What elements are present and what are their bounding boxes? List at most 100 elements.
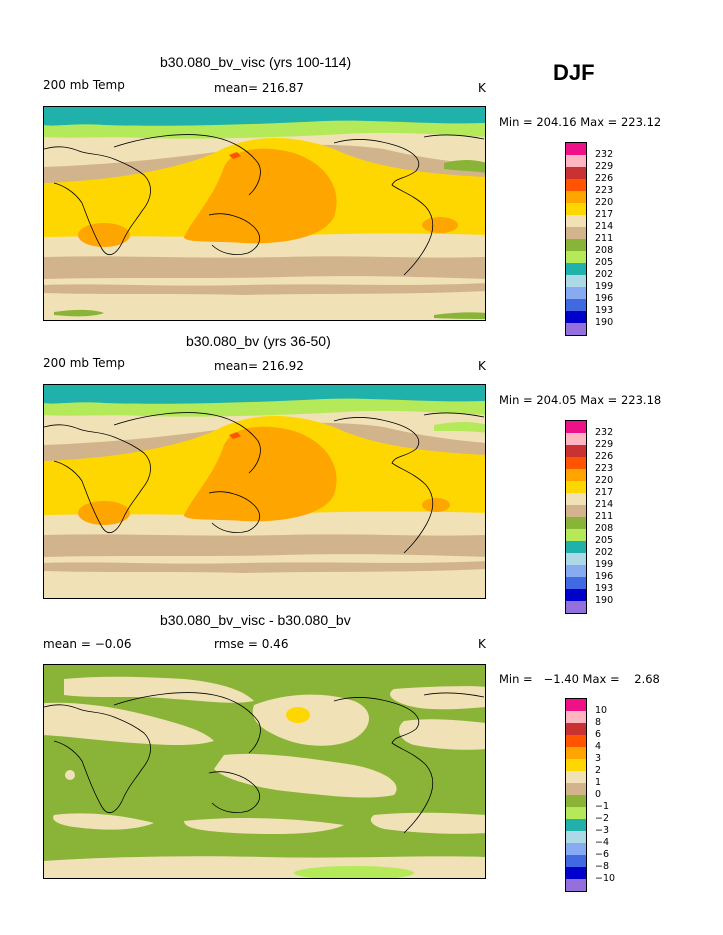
legend-label: 196 (595, 571, 614, 582)
legend-label: −1 (595, 801, 610, 812)
colorbar-2-box (566, 433, 586, 445)
colorbar-2-box (566, 505, 586, 517)
colorbar-1-box (566, 215, 586, 227)
colorbar-2-box (566, 493, 586, 505)
colorbar-2-box (566, 445, 586, 457)
legend-label: 8 (595, 717, 602, 728)
wheat-region (214, 753, 397, 798)
colorbar-3-box (566, 771, 586, 783)
legend-label: −10 (595, 873, 616, 884)
polar-band-teal (44, 107, 485, 126)
legend-label: 208 (595, 523, 614, 534)
legend-label: 199 (595, 281, 614, 292)
wheat-region (64, 676, 254, 703)
colorbar-3-box (566, 783, 586, 795)
colorbar-2-box (566, 457, 586, 469)
wheat-region (390, 686, 485, 710)
warm-spot-america (422, 498, 450, 512)
colorbar-2-box (566, 541, 586, 553)
panel-3-units-label: K (478, 637, 486, 651)
colorbar-2-box (566, 421, 586, 433)
legend-label: 202 (595, 547, 614, 558)
legend-label: 226 (595, 173, 614, 184)
colorbar-3-box (566, 831, 586, 843)
colorbar-1-box (566, 155, 586, 167)
legend-label: 232 (595, 427, 614, 438)
colorbar-1-box (566, 323, 586, 335)
colorbar-1-box (566, 143, 586, 155)
legend-label: 220 (595, 475, 614, 486)
negative-anomaly (294, 866, 414, 878)
colorbar-1-box (566, 179, 586, 191)
green-patch (54, 309, 104, 317)
panel-3-min-max: Min = −1.40 Max = 2.68 (499, 672, 660, 686)
hot-spot (229, 432, 241, 439)
warm-pool-orange (184, 148, 337, 244)
wheat-region (44, 856, 485, 878)
colorbar-3-box (566, 879, 586, 891)
wheat-region (399, 719, 485, 750)
wheat-region (184, 818, 344, 835)
panel-2-min-max: Min = 204.05 Max = 223.18 (499, 393, 662, 407)
panel-3-map (43, 664, 486, 879)
colorbar-3-box (566, 855, 586, 867)
colorbar-3-box (566, 735, 586, 747)
legend-label: 193 (595, 305, 614, 316)
legend-label: 202 (595, 269, 614, 280)
tan-band-south (44, 256, 485, 279)
tan-band-south-2 (44, 283, 485, 295)
legend-label: 205 (595, 535, 614, 546)
positive-anomaly (286, 707, 310, 723)
legend-label: 205 (595, 257, 614, 268)
green-patch-2 (434, 312, 485, 319)
colorbar-1-box (566, 203, 586, 215)
legend-label: 220 (595, 197, 614, 208)
legend-label: 229 (595, 439, 614, 450)
colorbar-3-box (566, 759, 586, 771)
legend-label: 208 (595, 245, 614, 256)
panel-3-mean-label: mean = −0.06 (43, 637, 132, 651)
legend-label: 196 (595, 293, 614, 304)
colorbar-1-box (566, 275, 586, 287)
legend-label: 6 (595, 729, 602, 740)
panel-3-title: b30.080_bv_visc - b30.080_bv (160, 612, 351, 628)
panel-2-mean-label: mean= 216.92 (214, 359, 304, 373)
panel-2-colorbar (565, 420, 587, 614)
colorbar-1-box (566, 251, 586, 263)
legend-label: 214 (595, 499, 614, 510)
warm-spot-america (422, 217, 458, 233)
tan-band-south (44, 534, 485, 557)
panel-1-min-max: Min = 204.16 Max = 223.12 (499, 115, 662, 129)
panel-2-title: b30.080_bv (yrs 36-50) (186, 333, 331, 349)
panel-2-units-label: K (478, 359, 486, 373)
colorbar-1-box (566, 311, 586, 323)
legend-label: −4 (595, 837, 610, 848)
colorbar-1-box (566, 167, 586, 179)
panel-1-title: b30.080_bv_visc (yrs 100-114) (160, 54, 352, 70)
wheat-region (53, 813, 154, 830)
wheat-spot (65, 770, 75, 780)
legend-label: 199 (595, 559, 614, 570)
legend-label: 232 (595, 149, 614, 160)
panel-3-colorbar (565, 698, 587, 892)
legend-label: 3 (595, 753, 602, 764)
panel-1-map (43, 106, 486, 321)
legend-label: 211 (595, 511, 614, 522)
legend-label: −8 (595, 861, 610, 872)
panel-1-variable-label: 200 mb Temp (43, 78, 125, 92)
legend-label: 226 (595, 451, 614, 462)
panel-1-colorbar (565, 142, 587, 336)
colorbar-3-box (566, 867, 586, 879)
polar-band-teal (44, 385, 485, 404)
warm-spot-africa (78, 223, 130, 247)
panel-2-map (43, 384, 486, 599)
panel-2-variable-label: 200 mb Temp (43, 356, 125, 370)
legend-label: 211 (595, 233, 614, 244)
green-patch-3 (444, 160, 485, 173)
colorbar-1-box (566, 191, 586, 203)
legend-label: 193 (595, 583, 614, 594)
colorbar-1-box (566, 239, 586, 251)
colorbar-2-box (566, 577, 586, 589)
panel-1-mean-label: mean= 216.87 (214, 81, 304, 95)
colorbar-1-box (566, 299, 586, 311)
